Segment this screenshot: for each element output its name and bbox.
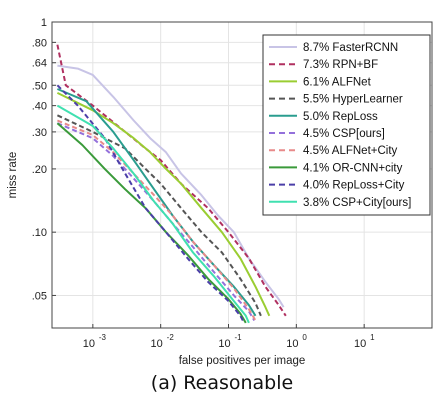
y-tick-label: .05 xyxy=(32,290,47,302)
figure-caption: (a) Reasonable xyxy=(151,372,293,394)
x-tick-label: 10 xyxy=(354,338,366,350)
x-tick-label: 10 xyxy=(286,338,298,350)
x-tick-label: 10 xyxy=(151,338,163,350)
x-tick-label: 10 xyxy=(83,338,95,350)
x-axis-label: false positives per image xyxy=(179,355,306,367)
plot-frame xyxy=(51,21,433,329)
series-line xyxy=(56,104,250,324)
legend-entry-label: 4.5% CSP[ours] xyxy=(303,128,385,140)
legend-entry-label: 7.3% RPN+BF xyxy=(303,59,378,71)
y-tick-label: .64 xyxy=(32,58,47,70)
series-line xyxy=(56,122,247,324)
legend-entry-label: 6.1% ALFNet xyxy=(303,76,372,88)
y-tick-label: .40 xyxy=(32,101,47,113)
series-line xyxy=(57,64,285,308)
legend-entry-label: 4.5% ALFNet+City xyxy=(303,145,398,157)
y-tick-label: .30 xyxy=(32,127,47,139)
x-tick-exponent: -2 xyxy=(167,333,175,342)
legend: 8.7% FasterRCNN 7.3% RPN+BF 6.1% ALFNet 5.5… xyxy=(262,34,431,216)
legend-entry-label: 8.7% FasterRCNN xyxy=(303,42,398,54)
series-line xyxy=(57,88,257,317)
series-line xyxy=(56,92,271,317)
x-tick-exponent: -1 xyxy=(235,333,243,342)
series-lines xyxy=(56,44,287,324)
axes: 1 .80 .64 .50 .40 .30 .20 .10 .05 10 -3 10 -2 10 -1 10 0… xyxy=(32,17,375,350)
x-tick-label: 10 xyxy=(218,338,230,350)
y-axis-label: miss rate xyxy=(7,152,19,199)
legend-entry-label: 5.0% RepLoss xyxy=(303,111,378,123)
legend-entry-label: 4.0% RepLoss+City xyxy=(303,180,405,192)
x-tick-exponent: 0 xyxy=(302,333,307,342)
y-tick-label: .20 xyxy=(32,164,47,176)
x-tick-exponent: -3 xyxy=(99,333,107,342)
legend-entry-label: 4.1% OR-CNN+city xyxy=(303,162,403,174)
y-tick-label: .10 xyxy=(32,227,47,239)
legend-entry-label: 3.8% CSP+City[ours] xyxy=(303,197,411,209)
x-tick-exponent: 1 xyxy=(370,333,375,342)
series-line xyxy=(56,84,245,324)
y-tick-label: 1 xyxy=(41,17,47,29)
legend-entry-label: 5.5% HyperLearner xyxy=(303,94,403,106)
y-tick-label: .80 xyxy=(32,37,47,49)
series-line xyxy=(56,114,262,317)
y-tick-label: .50 xyxy=(32,80,47,92)
series-line xyxy=(57,119,257,322)
